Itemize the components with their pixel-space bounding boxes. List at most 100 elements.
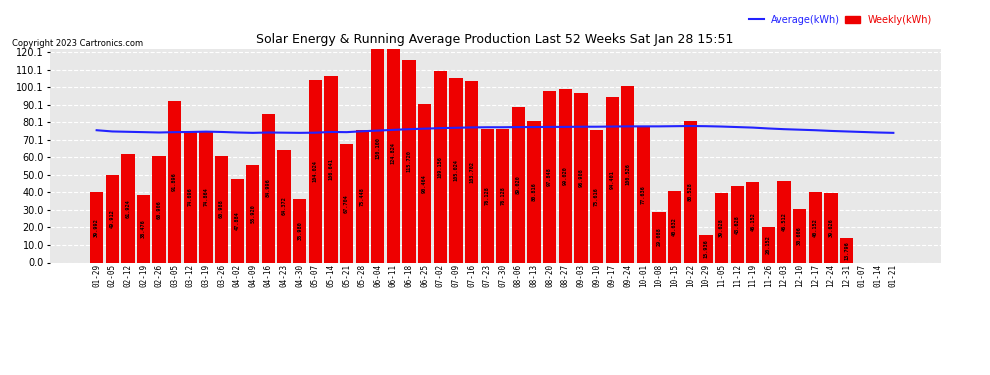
Text: 115.720: 115.720 [407,150,412,172]
Bar [465,81,478,262]
Bar [731,186,743,262]
Text: 30.606: 30.606 [797,226,802,245]
Bar [668,191,681,262]
Text: 55.920: 55.920 [250,204,255,223]
Bar [590,130,603,262]
Bar [761,227,775,262]
Text: 75.616: 75.616 [594,187,599,206]
Text: 76.128: 76.128 [500,186,505,205]
Text: 39.992: 39.992 [94,218,99,237]
Bar [840,238,853,262]
Bar [434,71,446,262]
Bar [309,80,322,262]
Text: 99.020: 99.020 [562,166,568,185]
Title: Solar Energy & Running Average Production Last 52 Weeks Sat Jan 28 15:51: Solar Energy & Running Average Productio… [256,33,734,46]
Text: 40.632: 40.632 [672,217,677,236]
Bar [199,131,213,262]
Text: 75.448: 75.448 [359,187,364,206]
Bar [574,93,587,262]
Bar [261,114,275,262]
Bar [449,78,462,262]
Bar [512,106,525,262]
Text: 40.152: 40.152 [813,218,818,237]
Text: 90.464: 90.464 [422,174,428,193]
Bar [544,91,556,262]
Bar [355,130,369,262]
Bar [247,165,259,262]
Text: 130.100: 130.100 [375,138,380,159]
Bar [777,181,791,262]
Text: 100.526: 100.526 [626,164,631,185]
Bar [418,104,432,262]
Bar [809,192,822,262]
Bar [90,192,103,262]
Bar [403,60,416,262]
Text: 103.702: 103.702 [469,161,474,183]
Text: 97.848: 97.848 [547,167,552,186]
Text: Copyright 2023 Cartronics.com: Copyright 2023 Cartronics.com [12,39,143,48]
Text: 47.884: 47.884 [235,211,240,230]
Text: 105.024: 105.024 [453,159,458,182]
Bar [137,195,150,262]
Text: 74.696: 74.696 [188,188,193,207]
Text: 109.156: 109.156 [438,156,443,178]
Text: 15.936: 15.936 [704,239,709,258]
Bar [684,122,697,262]
Bar [121,154,135,262]
Bar [637,126,650,262]
Bar [152,156,165,262]
Bar [528,121,541,262]
Bar [106,175,119,262]
Text: 46.512: 46.512 [781,212,786,231]
Text: 77.636: 77.636 [641,185,645,204]
Bar [340,144,353,262]
Bar [231,178,244,262]
Bar [621,86,635,262]
Bar [184,132,197,262]
Text: 80.816: 80.816 [532,182,537,201]
Text: 60.906: 60.906 [156,200,161,219]
Text: 94.401: 94.401 [610,170,615,189]
Bar [793,209,806,262]
Text: 39.628: 39.628 [719,218,724,237]
Bar [496,129,510,262]
Bar [387,44,400,262]
Text: 29.088: 29.088 [656,228,661,246]
Bar [168,102,181,262]
Text: 104.024: 104.024 [313,160,318,182]
Text: 89.020: 89.020 [516,175,521,194]
Bar [277,150,291,262]
Text: 13.796: 13.796 [844,241,849,260]
Text: 67.704: 67.704 [345,194,349,213]
Text: 49.912: 49.912 [110,209,115,228]
Text: 64.372: 64.372 [281,197,286,216]
Bar [371,34,384,262]
Bar [293,200,306,262]
Text: 84.996: 84.996 [266,178,271,197]
Bar [699,235,713,262]
Text: 74.864: 74.864 [204,188,209,206]
Bar [746,182,759,262]
Text: 46.152: 46.152 [750,213,755,231]
Text: 80.528: 80.528 [688,183,693,201]
Text: 43.628: 43.628 [735,215,740,234]
Legend: Average(kWh), Weekly(kWh): Average(kWh), Weekly(kWh) [745,11,936,28]
Text: 35.980: 35.980 [297,222,302,240]
Bar [215,156,229,262]
Bar [825,193,838,262]
Bar [606,97,619,262]
Text: 38.476: 38.476 [141,219,146,238]
Text: 76.128: 76.128 [485,186,490,205]
Text: 61.924: 61.924 [126,199,131,217]
Text: 20.152: 20.152 [766,236,771,254]
Bar [715,193,729,262]
Text: 60.988: 60.988 [219,200,224,219]
Bar [558,89,572,262]
Text: 39.626: 39.626 [829,218,834,237]
Text: 124.824: 124.824 [391,142,396,164]
Text: 106.641: 106.641 [329,158,334,180]
Text: 91.896: 91.896 [172,172,177,191]
Bar [480,129,494,262]
Text: 96.908: 96.908 [578,168,583,187]
Bar [325,76,338,262]
